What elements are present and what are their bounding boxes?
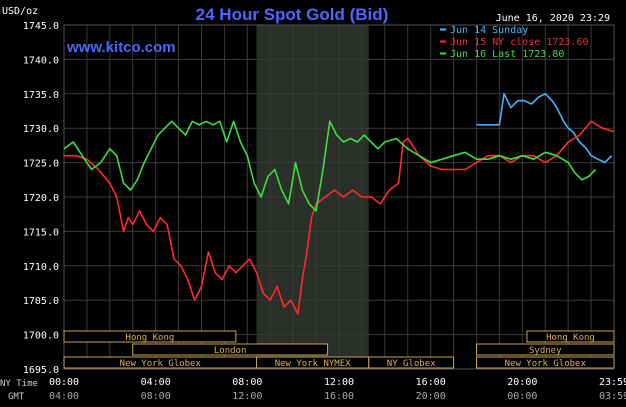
y-tick-label: 1740.0 <box>23 55 59 66</box>
legend-entry: Jun 16 Last 1723.80 <box>450 49 564 60</box>
x-tick-label-ny: 16:00 <box>416 377 446 388</box>
legend-entry: Jun 15 NY close 1723.60 <box>450 37 588 48</box>
session-label: NY Globex <box>387 359 436 369</box>
x-tick-label-gmt: 12:00 <box>232 391 262 402</box>
session-label: New York Globex <box>505 359 587 369</box>
series-line-1 <box>476 93 613 164</box>
series-line-3 <box>63 120 597 212</box>
y-tick-label: 1735.0 <box>23 90 59 101</box>
y-tick-label: 1715.0 <box>23 227 59 238</box>
series-line-2 <box>64 120 615 315</box>
y-tick-label: 1695.0 <box>23 365 59 376</box>
axis-layer: 1695.0 1700.0 1705.0 1710.0 1715.0 1720.0 1725… <box>23 21 626 402</box>
x-tick-label-gmt: 00:00 <box>507 391 537 402</box>
session-band <box>132 343 329 356</box>
plot-frame <box>63 24 615 370</box>
session-label: Sydney <box>529 346 562 356</box>
session-label: New York Globex <box>120 359 202 369</box>
session-bands: Hong Kong London New York Globex New York N… <box>63 330 615 369</box>
x-axis-label-ny: NY Time <box>0 379 38 389</box>
y-tick-label: 1745.0 <box>23 21 59 32</box>
x-tick-label-ny: 23:59 <box>599 377 626 388</box>
session-label: Hong Kong <box>546 333 595 343</box>
x-tick-label-ny: 12:00 <box>324 377 354 388</box>
session-band <box>476 343 615 356</box>
x-tick-label-ny: 00:00 <box>49 377 79 388</box>
y-tick-label: 1710.0 <box>23 262 59 273</box>
y-tick-label: 1720.0 <box>23 193 59 204</box>
x-tick-label-ny: 08:00 <box>232 377 262 388</box>
chart-title: 24 Hour Spot Gold (Bid) <box>196 5 389 24</box>
x-tick-label-ny: 20:00 <box>507 377 537 388</box>
y-axis-unit: USD/oz <box>2 6 38 17</box>
x-tick-label-gmt: 04:00 <box>49 391 79 402</box>
x-tick-label-gmt: 03:59 <box>599 391 626 402</box>
session-band <box>63 330 237 343</box>
grid-layer <box>63 24 615 370</box>
x-tick-label-gmt: 16:00 <box>324 391 354 402</box>
session-label: London <box>214 346 247 356</box>
session-band <box>368 356 455 369</box>
x-tick-label-gmt: 08:00 <box>141 391 171 402</box>
x-axis-label-gmt: GMT <box>8 392 25 402</box>
y-tick-label: 1700.0 <box>23 331 59 342</box>
legend-entry: Jun 14 Sunday <box>450 25 528 36</box>
session-label: New York NYMEX <box>275 359 351 369</box>
x-tick-label-gmt: 20:00 <box>416 391 446 402</box>
y-tick-label: 1705.0 <box>23 296 59 307</box>
y-tick-label: 1730.0 <box>23 124 59 135</box>
series-layer <box>63 93 615 315</box>
chart-timestamp: June 16, 2020 23:29 <box>496 13 610 24</box>
y-tick-label: 1725.0 <box>23 159 59 170</box>
x-tick-label-ny: 04:00 <box>141 377 171 388</box>
session-label: Hong Kong <box>126 333 175 343</box>
session-band <box>526 330 615 343</box>
session-band <box>476 356 615 369</box>
watermark-url[interactable]: www.kitco.com <box>66 39 176 56</box>
